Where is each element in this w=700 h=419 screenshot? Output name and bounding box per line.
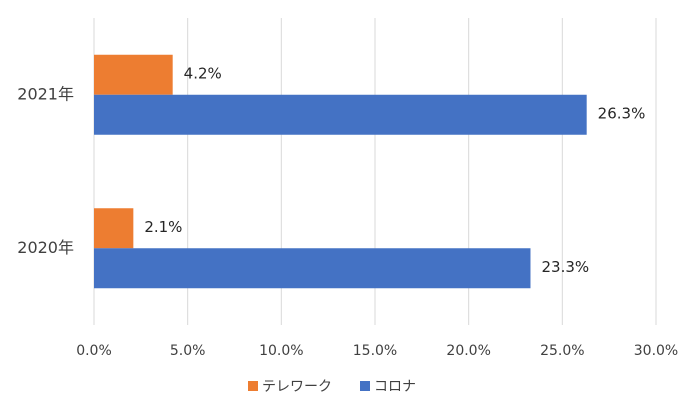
- value-label: 2.1%: [144, 218, 182, 236]
- bar: [94, 94, 587, 135]
- x-tick-label: 15.0%: [353, 343, 397, 359]
- bar: [94, 54, 173, 95]
- value-label: 23.3%: [541, 258, 589, 276]
- x-tick-label: 10.0%: [259, 343, 303, 359]
- x-tick-label: 5.0%: [170, 343, 206, 359]
- bar: [94, 248, 531, 289]
- bar: [94, 208, 134, 249]
- y-tick-label: 2020年: [17, 238, 74, 257]
- legend-swatch: [248, 381, 258, 391]
- value-label: 4.2%: [184, 64, 222, 82]
- x-tick-label: 0.0%: [76, 343, 112, 359]
- y-tick-label: 2021年: [17, 84, 74, 103]
- x-tick-label: 25.0%: [540, 343, 584, 359]
- x-tick-label: 30.0%: [634, 343, 678, 359]
- legend-label: テレワーク: [262, 379, 332, 395]
- legend-label: コロナ: [374, 379, 416, 395]
- legend-swatch: [360, 381, 370, 391]
- x-tick-label: 20.0%: [446, 343, 490, 359]
- value-label: 26.3%: [598, 104, 646, 122]
